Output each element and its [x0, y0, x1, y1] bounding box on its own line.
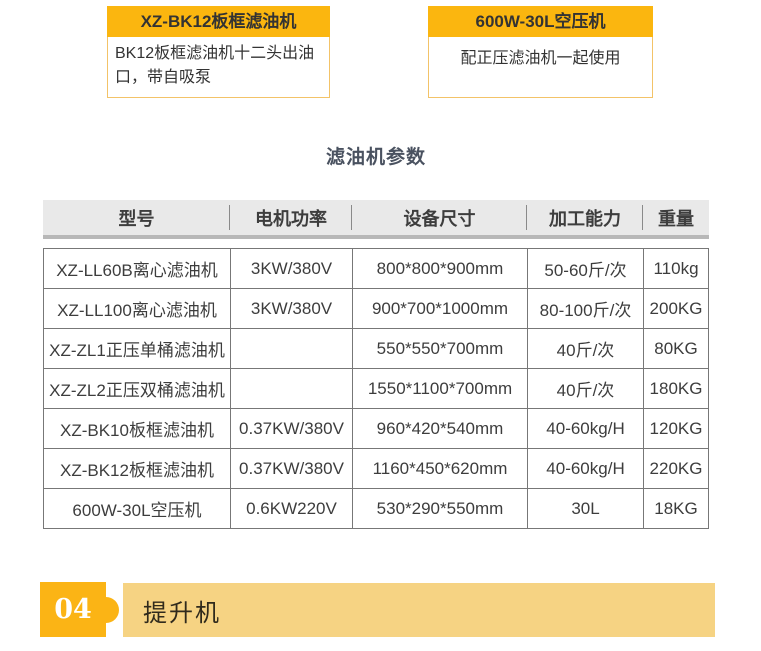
- table-row: XZ-BK12板框滤油机 0.37KW/380V 1160*450*620mm …: [44, 449, 708, 489]
- table-cell-motor-power: 0.6KW220V: [231, 489, 353, 528]
- table-cell-dimensions: 900*700*1000mm: [353, 289, 528, 328]
- table-row: XZ-ZL2正压双桶滤油机 1550*1100*700mm 40斤/次 180K…: [44, 369, 708, 409]
- table-cell-motor-power: 0.37KW/380V: [231, 449, 353, 488]
- table-row: XZ-BK10板框滤油机 0.37KW/380V 960*420*540mm 4…: [44, 409, 708, 449]
- table-cell-capacity: 40斤/次: [528, 329, 644, 368]
- table-row: XZ-ZL1正压单桶滤油机 550*550*700mm 40斤/次 80KG: [44, 329, 708, 369]
- table-cell-motor-power: [231, 329, 353, 368]
- table-cell-model: XZ-ZL2正压双桶滤油机: [44, 369, 231, 408]
- table-cell-dimensions: 550*550*700mm: [353, 329, 528, 368]
- header-cell-dimensions: 设备尺寸: [352, 200, 527, 235]
- table-cell-weight: 200KG: [649, 298, 703, 318]
- table-cell-weight: 180KG: [649, 378, 703, 398]
- table-cell-capacity: 80-100斤/次: [528, 289, 644, 328]
- table-cell-dimensions: 1160*450*620mm: [353, 449, 528, 488]
- table-cell-motor-power: 3KW/380V: [231, 289, 353, 328]
- table-cell-motor-power: 0.37KW/380V: [231, 409, 353, 448]
- table-cell-dimensions: 800*800*900mm: [353, 249, 528, 288]
- section-title: 滤油机参数: [325, 147, 426, 168]
- table-cell-model: XZ-LL100离心滤油机: [44, 289, 231, 328]
- table-cell-motor-power: [231, 369, 353, 408]
- section-banner-label: 提升机: [143, 599, 221, 627]
- product-card-title: 600W-30L空压机: [428, 6, 653, 37]
- table-cell-model: XZ-ZL1正压单桶滤油机: [44, 329, 231, 368]
- table-cell-weight: 120KG: [649, 418, 703, 438]
- table-cell-capacity: 40-60kg/H: [528, 449, 644, 488]
- table-cell-dimensions: 960*420*540mm: [353, 409, 528, 448]
- table-row: XZ-LL100离心滤油机 3KW/380V 900*700*1000mm 80…: [44, 289, 708, 329]
- table-cell-capacity: 50-60斤/次: [528, 249, 644, 288]
- header-cell-capacity: 加工能力: [527, 200, 643, 235]
- section-number: 04: [54, 594, 92, 625]
- table-cell-capacity: 40斤/次: [528, 369, 644, 408]
- header-cell-weight: 重量: [658, 208, 694, 229]
- table-cell-motor-power: 3KW/380V: [231, 249, 353, 288]
- section-number-badge: 04: [40, 582, 119, 637]
- table-cell-model: XZ-LL60B离心滤油机: [44, 249, 231, 288]
- product-card-description: 配正压滤油机一起使用: [428, 37, 653, 98]
- table-cell-dimensions: 530*290*550mm: [353, 489, 528, 528]
- spec-table: 型号 电机功率 设备尺寸 加工能力 重量 XZ-LL60B离心滤油机 3KW/3…: [43, 200, 709, 529]
- header-cell-model: 型号: [43, 200, 230, 235]
- section-banner: 提升机: [123, 583, 715, 637]
- product-card-title: XZ-BK12板框滤油机: [107, 6, 330, 37]
- table-row: 600W-30L空压机 0.6KW220V 530*290*550mm 30L …: [44, 489, 708, 528]
- product-card-description: BK12板框滤油机十二头出油口，带自吸泵: [107, 37, 330, 98]
- table-cell-weight: 220KG: [649, 458, 703, 478]
- table-cell-weight: 18KG: [654, 498, 698, 518]
- product-card-bk12: XZ-BK12板框滤油机 BK12板框滤油机十二头出油口，带自吸泵: [107, 6, 330, 98]
- table-cell-weight: 110kg: [653, 258, 699, 278]
- table-cell-capacity: 30L: [528, 489, 644, 528]
- table-body: XZ-LL60B离心滤油机 3KW/380V 800*800*900mm 50-…: [43, 248, 709, 529]
- table-cell-model: XZ-BK12板框滤油机: [44, 449, 231, 488]
- table-cell-weight: 80KG: [654, 338, 698, 358]
- product-card-compressor: 600W-30L空压机 配正压滤油机一起使用: [428, 6, 653, 98]
- table-cell-model: 600W-30L空压机: [44, 489, 231, 528]
- table-cell-dimensions: 1550*1100*700mm: [353, 369, 528, 408]
- table-cell-capacity: 40-60kg/H: [528, 409, 644, 448]
- table-row: XZ-LL60B离心滤油机 3KW/380V 800*800*900mm 50-…: [44, 249, 708, 289]
- header-cell-motor-power: 电机功率: [230, 200, 352, 235]
- table-cell-model: XZ-BK10板框滤油机: [44, 409, 231, 448]
- table-header-row: 型号 电机功率 设备尺寸 加工能力 重量: [43, 200, 709, 239]
